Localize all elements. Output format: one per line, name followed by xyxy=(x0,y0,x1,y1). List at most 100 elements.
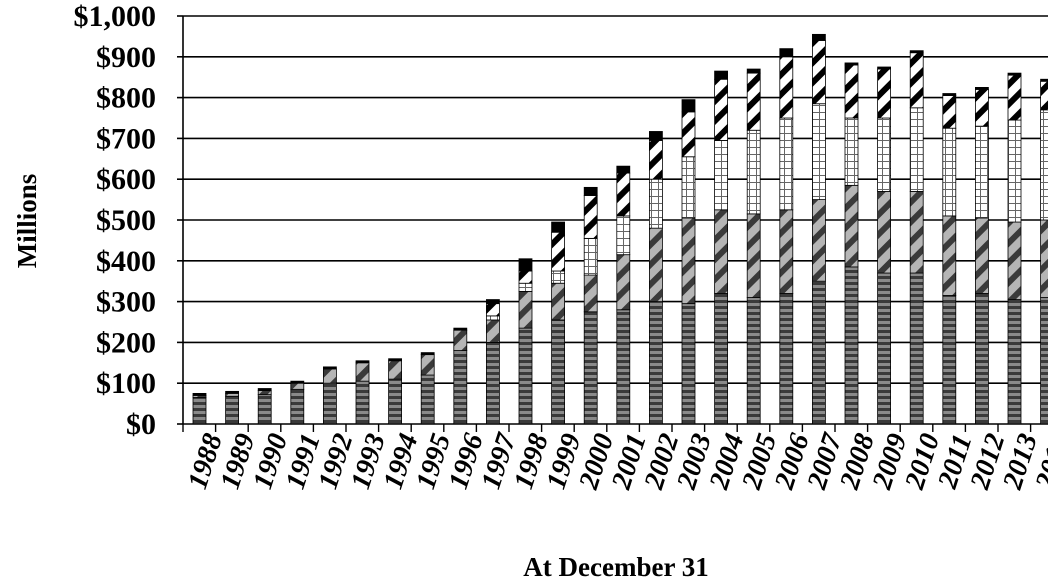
bar-1999-segment-5 xyxy=(551,221,565,233)
bar-1998-segment-1 xyxy=(518,327,533,425)
bar-2005-segment-5 xyxy=(746,68,761,74)
bar-1994-segment-1 xyxy=(388,378,403,425)
bar-2012-segment-2 xyxy=(975,217,989,294)
bar-1994-segment-5 xyxy=(388,358,403,362)
bar-2000-segment-5 xyxy=(583,186,598,196)
bar-2006-segment-2 xyxy=(779,209,794,294)
bar-2006-segment-1 xyxy=(779,293,794,425)
bar-2012-segment-1 xyxy=(975,293,989,425)
y-tick-label-500: $500 xyxy=(96,204,156,237)
axes xyxy=(177,15,1048,432)
bar-1992-segment-2 xyxy=(322,368,337,384)
bar-1992-segment-5 xyxy=(322,366,337,370)
bar-2004-segment-1 xyxy=(714,293,728,425)
bar-1990-segment-5 xyxy=(257,388,272,391)
bar-1988-segment-1 xyxy=(192,397,207,425)
bar-2004-segment-2 xyxy=(714,209,728,294)
bar-2002-segment-2 xyxy=(649,227,663,303)
bar-1999-segment-4 xyxy=(551,231,565,272)
bar-2001-segment-1 xyxy=(616,309,631,425)
bar-2002-segment-5 xyxy=(649,131,663,141)
bar-2013-segment-3 xyxy=(1007,119,1022,223)
y-tick-label-800: $800 xyxy=(96,82,156,115)
bar-2013-segment-1 xyxy=(1007,299,1022,425)
bar-1995-segment-1 xyxy=(420,374,435,425)
bar-1989-segment-1 xyxy=(225,395,240,425)
bar-1995-segment-5 xyxy=(420,352,435,356)
y-tick-label-1000: $1,000 xyxy=(74,0,157,33)
y-tick-label-0: $0 xyxy=(126,408,156,441)
bar-2001-segment-4 xyxy=(616,172,631,217)
bar-1999-segment-3 xyxy=(551,270,565,284)
bar-2010-segment-2 xyxy=(909,191,924,274)
bar-2007-segment-3 xyxy=(812,103,826,200)
bar-1991-segment-2 xyxy=(290,382,305,390)
bar-2007-segment-4 xyxy=(812,40,826,105)
bar-2014-segment-1 xyxy=(1040,297,1048,425)
bar-2011-segment-1 xyxy=(942,295,957,425)
bar-2009-segment-3 xyxy=(877,117,891,192)
bar-1995-segment-2 xyxy=(420,354,435,376)
bar-2006-segment-3 xyxy=(779,117,794,211)
bar-2003-segment-3 xyxy=(681,156,696,219)
bar-2009-segment-4 xyxy=(877,68,891,119)
bar-2002-segment-3 xyxy=(649,178,663,229)
bar-1988-segment-5 xyxy=(192,392,207,396)
bar-2005-segment-3 xyxy=(746,129,761,215)
bar-2012-segment-5 xyxy=(975,87,989,90)
bar-2009-segment-1 xyxy=(877,272,891,425)
bar-2011-segment-2 xyxy=(942,215,957,296)
bar-2002-segment-4 xyxy=(649,140,663,180)
bar-2014-segment-4 xyxy=(1040,80,1048,111)
bar-2007-segment-2 xyxy=(812,199,826,282)
bar-1998-segment-5 xyxy=(518,258,533,272)
y-tick-label-900: $900 xyxy=(96,41,156,74)
bar-1997-segment-4 xyxy=(485,303,500,317)
bar-1998-segment-2 xyxy=(518,290,533,329)
bar-2011-segment-4 xyxy=(942,95,957,129)
y-tick-label-700: $700 xyxy=(96,122,156,155)
bar-1998-segment-3 xyxy=(518,282,533,292)
bar-1990-segment-2 xyxy=(257,390,272,396)
bar-2000-segment-1 xyxy=(583,311,598,425)
bar-1997-segment-3 xyxy=(485,315,500,321)
y-axis-title: Millions xyxy=(12,174,42,269)
bar-2010-segment-4 xyxy=(909,52,924,109)
y-tick-label-400: $400 xyxy=(96,245,156,278)
bar-2012-segment-3 xyxy=(975,125,989,219)
bar-2008-segment-4 xyxy=(844,64,859,119)
bar-1991-segment-5 xyxy=(290,380,305,384)
bar-2003-segment-1 xyxy=(681,303,696,425)
y-tick-label-600: $600 xyxy=(96,163,156,196)
y-tick-label-200: $200 xyxy=(96,326,156,359)
x-axis-title: At December 31 xyxy=(523,552,708,582)
gridlines xyxy=(183,15,1048,385)
bar-1998-segment-4 xyxy=(518,270,533,284)
bar-1997-segment-2 xyxy=(485,319,500,343)
bar-2005-segment-2 xyxy=(746,213,761,298)
bar-2007-segment-1 xyxy=(812,280,826,425)
bar-2010-segment-1 xyxy=(909,272,924,425)
bar-2003-segment-5 xyxy=(681,99,696,113)
bar-2004-segment-4 xyxy=(714,78,728,141)
bar-1989-segment-2 xyxy=(225,392,240,397)
bar-2003-segment-4 xyxy=(681,111,696,158)
bar-2000-segment-3 xyxy=(583,237,598,276)
bar-1997-segment-5 xyxy=(485,299,500,305)
y-tick-label-300: $300 xyxy=(96,286,156,319)
bar-2003-segment-2 xyxy=(681,217,696,305)
bar-2006-segment-5 xyxy=(779,48,794,58)
bar-1991-segment-1 xyxy=(290,388,305,425)
bar-1993-segment-5 xyxy=(355,360,370,364)
bar-2004-segment-3 xyxy=(714,140,728,211)
bar-1994-segment-2 xyxy=(388,360,403,380)
bar-1989-segment-5 xyxy=(225,390,240,394)
bar-2001-segment-5 xyxy=(616,165,631,174)
bar-2001-segment-3 xyxy=(616,215,631,256)
bar-2005-segment-4 xyxy=(746,72,761,131)
bar-1997-segment-1 xyxy=(485,341,500,425)
bar-2008-segment-3 xyxy=(844,117,859,186)
bar-2008-segment-1 xyxy=(844,266,859,425)
bar-1993-segment-1 xyxy=(355,380,370,425)
bar-1996-segment-5 xyxy=(453,327,468,331)
